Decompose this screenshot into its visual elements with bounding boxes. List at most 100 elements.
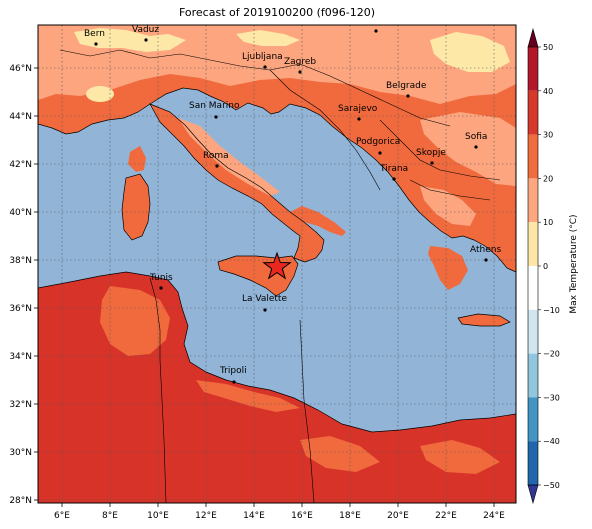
- colorbar-label: Max Temperature (°C): [569, 214, 579, 313]
- lat-tick-label: 32°N: [9, 400, 32, 410]
- city-dot: [430, 161, 434, 165]
- city-dot: [392, 177, 396, 181]
- city-dot: [298, 70, 302, 74]
- city-dot: [144, 38, 148, 42]
- colorbar-min-extension: [527, 484, 539, 505]
- colorbar-tick-label: 10: [543, 218, 553, 227]
- city-label: Podgorica: [356, 137, 400, 147]
- lon-tick-label: 16°E: [291, 511, 313, 521]
- city-label: Sarajevo: [338, 104, 378, 114]
- colorbar: 50 40 30 20 10 0 −10 −20 −30 −40 −50: [527, 27, 560, 505]
- city-label: Sofia: [465, 132, 487, 142]
- colorbar-segment: [528, 441, 538, 485]
- lat-tick-label: 38°N: [9, 256, 32, 266]
- lat-tick-label: 34°N: [9, 352, 32, 362]
- mild-zone-apennines: [178, 118, 280, 196]
- italy-heel: [290, 206, 346, 236]
- colorbar-segment: [528, 266, 538, 310]
- colorbar-tick-label: 0: [543, 262, 548, 271]
- city-dot: [357, 117, 361, 121]
- lon-tick-label: 24°E: [483, 511, 505, 521]
- figure-title: Forecast of 2019100200 (f096-120): [178, 6, 376, 19]
- colorbar-segment: [528, 178, 538, 223]
- lon-tick-label: 6°E: [54, 511, 70, 521]
- colorbar-segment: [528, 90, 538, 135]
- lon-tick-label: 22°E: [435, 511, 457, 521]
- cool-zone-carpathian: [430, 32, 510, 72]
- city-dot: [215, 164, 219, 168]
- lon-tick-label: 10°E: [147, 511, 169, 521]
- colorbar-segment: [528, 353, 538, 398]
- colorbar-tick-label: 40: [543, 87, 553, 96]
- sardinia-land: [122, 174, 150, 240]
- colorbar-segment: [528, 134, 538, 179]
- city-dot: [406, 94, 410, 98]
- latitude-axis: 46°N 44°N 42°N 40°N 38°N 36°N 34°N 32°N 30°N 28°N: [9, 64, 38, 506]
- city-dot: [94, 42, 98, 46]
- lat-tick-label: 40°N: [9, 208, 32, 218]
- city-dot: [214, 115, 218, 119]
- city-label: Ljubljana: [242, 52, 283, 62]
- city-label: Roma: [203, 151, 229, 161]
- city-label: Athens: [470, 245, 501, 255]
- italy-land: [150, 104, 324, 262]
- warm-zone-sahara-east: [420, 440, 500, 474]
- mild-zone-greece: [420, 186, 476, 226]
- longitude-axis: 6°E 8°E 10°E 12°E 14°E 16°E 18°E 20°E 22°E 24°E: [54, 503, 505, 521]
- lon-tick-label: 18°E: [339, 511, 361, 521]
- lat-tick-label: 36°N: [9, 304, 32, 314]
- city-label: La Valette: [242, 294, 287, 304]
- city-dot: [484, 258, 488, 262]
- city-dot: [378, 151, 382, 155]
- colorbar-tick-label: −20: [543, 350, 560, 359]
- crete-land: [458, 314, 510, 326]
- map-frame: [37, 24, 517, 504]
- city-label: Zagreb: [284, 57, 316, 67]
- peloponnese-land: [428, 246, 468, 290]
- city-label: San Marino: [189, 101, 240, 111]
- city-label: Bern: [84, 29, 105, 39]
- colorbar-tick-label: 50: [543, 43, 553, 52]
- colorbar-tick-label: 20: [543, 174, 553, 183]
- mild-zone-balkans: [420, 112, 516, 186]
- lat-tick-label: 28°N: [9, 496, 32, 506]
- city-dot: [263, 308, 267, 312]
- city-label: Tunis: [149, 273, 173, 283]
- city-label: Vaduz: [132, 25, 159, 35]
- city-label: Belgrade: [386, 81, 427, 91]
- corsica-land: [128, 146, 146, 172]
- warm-zone-sahara: [300, 436, 380, 472]
- city-dot: [232, 380, 236, 384]
- colorbar-tick-label: −40: [543, 437, 560, 446]
- colorbar-segment: [528, 47, 538, 91]
- lat-tick-label: 44°N: [9, 112, 32, 122]
- colorbar-segment: [528, 309, 538, 354]
- coastline: [38, 87, 516, 433]
- colorbar-segment: [528, 397, 538, 442]
- country-borders: [59, 49, 501, 503]
- lat-tick-label: 46°N: [9, 64, 32, 74]
- lon-tick-label: 8°E: [102, 511, 118, 521]
- city-dot: [474, 145, 478, 149]
- lat-tick-label: 30°N: [9, 448, 32, 458]
- colorbar-tick-label: −50: [543, 481, 560, 490]
- colorbar-tick-label: −30: [543, 393, 560, 402]
- lon-tick-label: 12°E: [195, 511, 217, 521]
- cool-zone-alps-east: [236, 30, 300, 46]
- colorbar-tick-label: 30: [543, 131, 553, 140]
- city-label: Tripoli: [219, 366, 247, 376]
- colorbar-tick-label: −10: [543, 306, 560, 315]
- city-label: Tirana: [379, 164, 408, 174]
- city-dot: [374, 29, 378, 33]
- star-icon: [262, 251, 292, 280]
- city-dot: [263, 65, 267, 69]
- lat-tick-label: 42°N: [9, 160, 32, 170]
- city-label: Skopje: [416, 148, 446, 158]
- colorbar-max-extension: [527, 27, 539, 48]
- lon-tick-label: 20°E: [387, 511, 409, 521]
- colorbar-segment: [528, 222, 538, 266]
